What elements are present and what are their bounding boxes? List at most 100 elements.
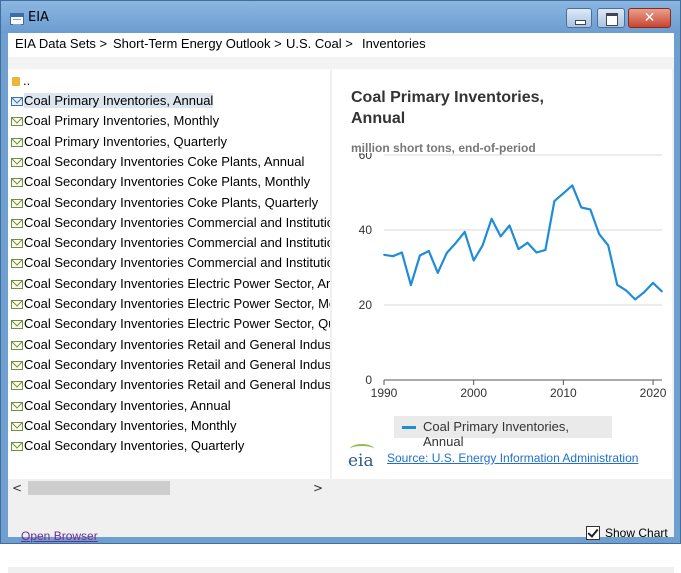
data-point [463,230,466,233]
list-item[interactable]: Coal Primary Inventories, Monthly [11,111,330,130]
scroll-thumb[interactable] [28,481,170,495]
breadcrumb-us-coal[interactable]: U.S. Coal > [286,36,353,51]
dataset-envelope-icon [11,137,23,147]
window-title: EIA [28,10,49,25]
dataset-envelope-icon [11,178,23,188]
dataset-envelope-icon [11,117,23,127]
list-item-label: Coal Secondary Inventories Commercial an… [24,255,330,271]
data-point [508,224,511,227]
data-point [625,289,628,292]
chart-subtitle: million short tons, end-of-period [351,141,536,155]
content-pane: .. Coal Primary Inventories, Annual Coal … [8,69,674,573]
show-chart-label[interactable]: Show Chart [605,526,668,540]
list-item-label: .. [23,73,31,88]
dataset-list[interactable]: .. Coal Primary Inventories, Annual Coal … [8,69,330,479]
eia-logo-text: eia [348,451,374,471]
dataset-envelope-icon [11,157,23,167]
list-item-label: Coal Secondary Inventories Electric Powe… [24,275,330,291]
close-button[interactable]: ✕ [628,8,671,28]
breadcrumb-inventories[interactable]: Inventories [362,36,426,51]
list-item[interactable]: Coal Secondary Inventories Coke Plants, … [11,172,330,191]
breadcrumb-separator [8,57,674,69]
list-item[interactable]: Coal Secondary Inventories Electric Powe… [11,294,330,313]
list-item-label: Coal Secondary Inventories Commercial an… [24,235,330,251]
list-item[interactable]: Coal Secondary Inventories, Annual [11,396,330,415]
list-item[interactable]: Coal Primary Inventories, Annual [11,91,330,110]
scroll-right-arrow[interactable]: > [313,481,324,495]
dataset-envelope-icon [11,421,23,431]
data-point [598,233,601,236]
list-item-label: Coal Secondary Inventories Retail and Ge… [24,377,330,393]
data-point [454,242,457,245]
dataset-envelope-icon [11,320,23,330]
list-item[interactable]: Coal Secondary Inventories Electric Powe… [11,314,330,333]
horizontal-scrollbar[interactable]: < > [8,479,330,497]
data-point [616,283,619,286]
maximize-button[interactable] [597,8,625,28]
list-item[interactable]: Coal Secondary Inventories Commercial an… [11,213,330,232]
app-icon [10,13,24,25]
dataset-envelope-icon [11,442,23,452]
data-point [490,217,493,220]
title-bar[interactable]: EIA ✕ [1,1,680,33]
data-point [634,298,636,301]
dataset-envelope-icon [11,218,23,228]
dataset-envelope-icon [11,300,23,309]
data-point [392,255,394,258]
list-item-label: Coal Secondary Inventories Electric Powe… [24,296,330,311]
open-browser-link[interactable]: Open Browser [21,529,98,543]
breadcrumb-short-term-energy-outlook[interactable]: Short-Term Energy Outlook > [113,36,282,51]
close-icon: ✕ [643,10,656,26]
list-item[interactable]: Coal Secondary Inventories, Quarterly [11,436,330,455]
list-item[interactable]: Coal Secondary Inventories Electric Powe… [11,274,330,293]
y-tick-label: 0 [365,373,372,387]
series-line [383,184,663,301]
source-link[interactable]: Source: U.S. Energy Information Administ… [387,451,639,465]
breadcrumb-eia-data-sets[interactable]: EIA Data Sets > [15,36,108,51]
x-tick-label: 2010 [550,386,577,400]
x-tick-label: 2000 [460,386,487,400]
dataset-envelope-icon [11,198,23,208]
list-item-label: Coal Secondary Inventories Retail and Ge… [24,336,330,352]
eia-logo-icon: eia [348,444,378,472]
data-point [661,290,663,293]
data-point [589,208,592,211]
data-point [535,251,538,254]
show-chart-checkbox[interactable] [586,526,600,540]
data-point [472,259,475,262]
data-point [401,251,403,254]
data-point [517,248,520,251]
dataset-envelope-icon [11,401,23,411]
list-item[interactable]: Coal Secondary Inventories Retail and Ge… [11,375,330,394]
chart-legend[interactable]: Coal Primary Inventories, Annual [394,416,612,449]
list-item[interactable]: Coal Secondary Inventories Coke Plants, … [11,193,330,212]
data-point [553,200,556,203]
status-strip [8,567,674,573]
data-point [643,291,645,294]
dataset-envelope-icon [11,97,23,106]
list-item-label: Coal Primary Inventories, Annual [24,93,214,108]
list-item[interactable]: Coal Secondary Inventories Retail and Ge… [11,335,330,354]
list-item[interactable]: Coal Secondary Inventories Coke Plants, … [11,152,330,171]
checkmark-icon [587,526,599,538]
y-tick-label: 60 [359,153,373,162]
data-point [383,253,385,256]
list-item[interactable]: Coal Secondary Inventories Commercial an… [11,233,330,252]
dataset-envelope-icon [11,340,23,350]
list-item[interactable]: Coal Secondary Inventories Retail and Ge… [11,355,330,374]
list-item-label: Coal Secondary Inventories Retail and Ge… [24,356,330,372]
list-item-label: Coal Secondary Inventories Electric Powe… [24,316,330,332]
list-item-label: Coal Primary Inventories, Monthly [24,113,220,129]
list-item[interactable]: Coal Secondary Inventories, Monthly [11,416,330,435]
dataset-envelope-icon [11,259,23,269]
data-point [544,248,547,251]
list-item[interactable]: Coal Primary Inventories, Quarterly [11,132,330,151]
data-point [571,184,574,187]
list-item[interactable]: Coal Secondary Inventories Commercial an… [11,253,330,272]
x-tick-label: 1990 [371,386,398,400]
dataset-envelope-icon [11,381,23,391]
breadcrumb: EIA Data Sets > Short-Term Energy Outloo… [8,33,674,55]
list-item-parent[interactable]: .. [11,71,330,90]
scroll-left-arrow[interactable]: < [12,481,23,495]
minimize-button[interactable] [566,8,592,28]
